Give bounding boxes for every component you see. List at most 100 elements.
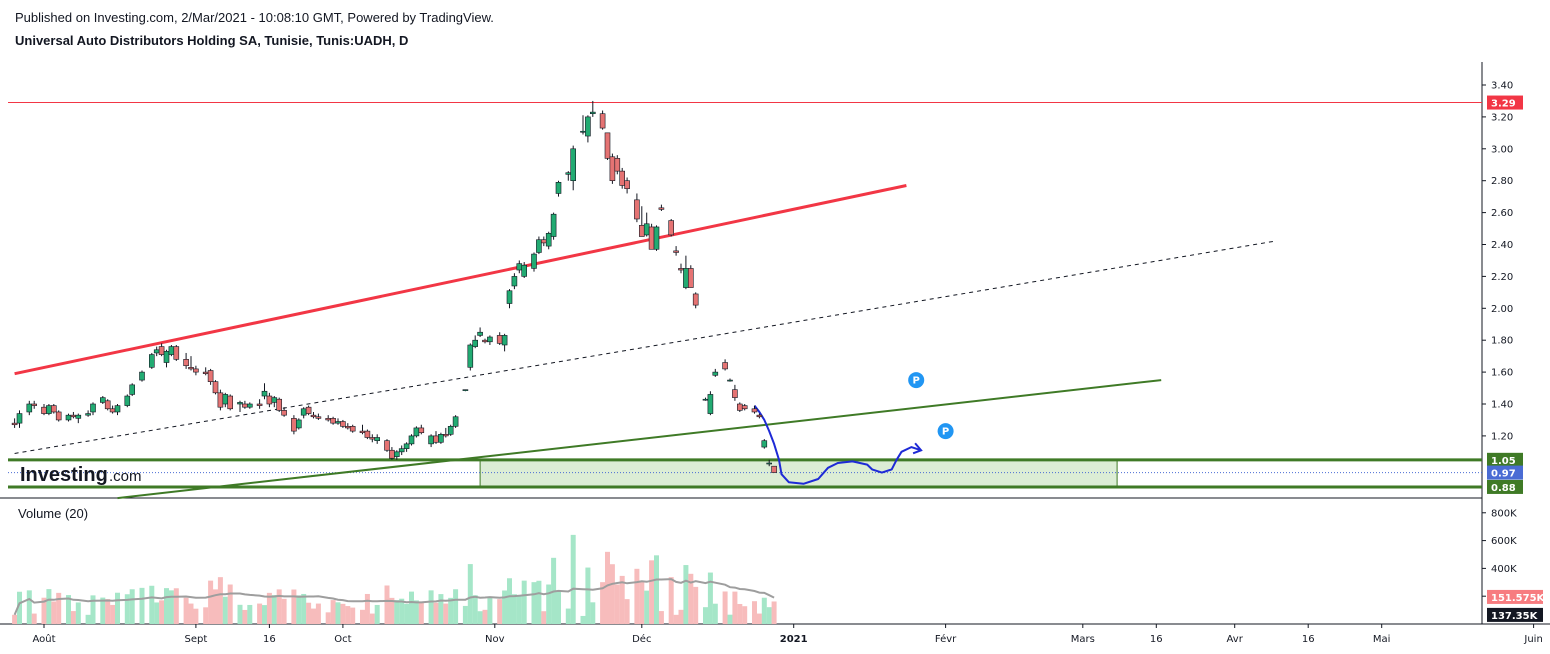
candle-body	[589, 111, 596, 115]
volume-bar	[737, 603, 743, 624]
volume-bar	[521, 580, 527, 624]
volume-bar	[585, 567, 591, 624]
red-channel-top-line[interactable]	[14, 184, 907, 376]
candle	[281, 407, 287, 417]
candle-layer	[11, 100, 777, 473]
candle-body	[104, 400, 111, 410]
candle	[570, 145, 577, 191]
time-axis[interactable]: Août Sept 16 Oct Nov Déc 2021 Févr Mars 16 Avr 16 Ma…	[32, 624, 1543, 645]
candle	[344, 423, 351, 430]
candle-body	[511, 276, 518, 287]
volume-bar	[227, 584, 233, 624]
candle	[511, 273, 518, 290]
logo-suffix: .com	[109, 468, 142, 485]
candle	[340, 419, 346, 428]
event-marker-2[interactable]: P	[937, 423, 954, 440]
volume-bar	[771, 601, 777, 624]
candle	[555, 180, 562, 197]
dashed-channel-mid-line[interactable]	[14, 240, 1274, 454]
candle	[139, 370, 145, 382]
candle	[26, 400, 33, 416]
candle-body	[501, 335, 508, 346]
volume-bar	[546, 584, 552, 624]
candle-body	[614, 158, 621, 172]
candle	[389, 447, 395, 460]
candle-body	[100, 397, 106, 403]
candle	[658, 204, 665, 212]
candle	[193, 365, 199, 376]
candle	[65, 413, 72, 422]
volume-bar	[17, 591, 22, 624]
candle-body	[550, 213, 557, 237]
x-tick-label: 16	[1302, 634, 1315, 645]
price-badge: 0.97	[1487, 465, 1523, 480]
candle	[11, 418, 18, 428]
y-tick-label: 1.40	[1491, 400, 1513, 411]
volume-bar	[605, 551, 610, 624]
candle-body	[727, 379, 733, 382]
volume-bar	[756, 613, 762, 624]
marker-circle	[908, 372, 925, 389]
candle-body	[599, 113, 606, 129]
candle-body	[692, 293, 699, 306]
volume-bar	[727, 614, 733, 624]
investing-logo: Investing .com	[20, 464, 142, 486]
candle-body	[487, 336, 493, 343]
candle	[46, 404, 52, 416]
volume-bar	[556, 591, 561, 624]
green-rising-support-line[interactable]	[117, 379, 1162, 500]
candle	[482, 338, 488, 344]
candle	[349, 424, 356, 433]
candle-body	[658, 207, 665, 210]
volume-bar	[257, 603, 263, 624]
candle-body	[315, 416, 322, 419]
candle-body	[707, 394, 714, 414]
candle-body	[374, 437, 381, 441]
candle	[477, 327, 483, 338]
candle-body	[687, 268, 694, 288]
candle	[452, 415, 459, 428]
candle	[565, 171, 572, 181]
event-marker-1[interactable]: P	[908, 372, 925, 389]
volume-bar	[340, 603, 346, 624]
volume-bar	[453, 589, 459, 624]
candle-body	[403, 443, 410, 449]
candle-body	[585, 116, 591, 137]
marker-layer[interactable]: PP	[908, 372, 954, 440]
volume-bar	[443, 603, 449, 624]
candle	[447, 424, 454, 436]
volume-bar	[511, 594, 517, 624]
volume-bar	[222, 596, 228, 624]
candle-body	[153, 349, 160, 354]
trendline-layer[interactable]	[8, 102, 1482, 500]
x-tick-label: Mars	[1071, 634, 1095, 645]
volume-bar	[124, 594, 130, 624]
candle-body	[683, 268, 689, 288]
candle	[188, 356, 194, 371]
price-axis[interactable]: 3.40 3.20 3.00 2.80 2.60 2.40 2.20 2.00 1.80 1.60…	[1482, 81, 1517, 603]
volume-bar	[433, 602, 439, 624]
candle-body	[75, 414, 82, 419]
candle-body	[109, 408, 116, 413]
candle	[183, 352, 189, 369]
volume-bar	[683, 565, 689, 624]
candle-body	[766, 462, 773, 465]
price-badge: 0.88	[1487, 479, 1523, 494]
volume-bar	[291, 589, 297, 624]
projection-path[interactable]	[753, 404, 922, 485]
volume-bar	[507, 578, 512, 624]
volume-bar	[188, 603, 194, 624]
candle-body	[741, 405, 748, 410]
volume-bar	[262, 605, 267, 624]
candle	[330, 416, 336, 425]
candle-body	[335, 421, 341, 424]
candle-body	[183, 359, 189, 367]
published-notice: Published on Investing.com, 2/Mar/2021 -…	[15, 10, 494, 25]
volume-bar	[271, 595, 277, 624]
volume-bar	[276, 589, 282, 624]
candle-body	[85, 413, 91, 416]
x-tick-label: 16	[263, 634, 276, 645]
candle-body	[26, 403, 33, 413]
candle-body	[349, 426, 356, 432]
